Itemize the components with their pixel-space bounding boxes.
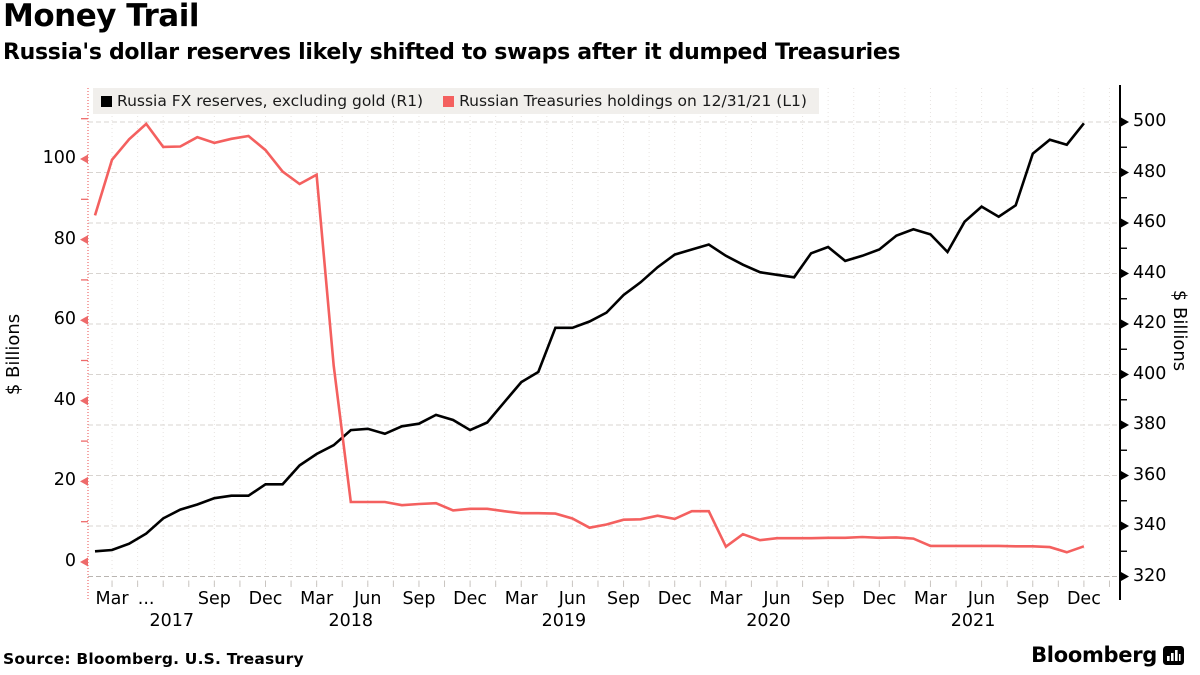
chart-legend: Russia FX reserves, excluding gold (R1) … xyxy=(93,88,819,114)
bloomberg-logo: Bloomberg xyxy=(1031,643,1184,667)
y-axis-tick-label-right: 340 xyxy=(1133,515,1167,535)
y-axis-tick-label-left: 0 xyxy=(64,551,76,571)
y-axis-tick-label-right: 420 xyxy=(1133,313,1167,333)
x-axis-year-label: 2020 xyxy=(746,611,791,631)
y-axis-tick-label-left: 40 xyxy=(53,389,76,410)
x-axis-month-label: Jun xyxy=(354,589,382,609)
bloomberg-wordmark: Bloomberg xyxy=(1031,643,1157,667)
y-axis-tick-label-left: 20 xyxy=(53,470,76,491)
x-axis-month-label: Sep xyxy=(402,589,436,609)
x-axis-year-label: 2017 xyxy=(149,611,194,631)
x-axis-month-label: Sep xyxy=(197,589,231,609)
x-axis-month-label: Dec xyxy=(862,589,897,609)
y-axis-tick-label-left: 80 xyxy=(53,228,76,249)
x-axis-month-label: Dec xyxy=(453,589,488,609)
x-axis-month-label: ... xyxy=(137,589,155,609)
source-credit: Source: Bloomberg. U.S. Treasury xyxy=(3,650,304,668)
legend-item-treasuries: Russian Treasuries holdings on 12/31/21 … xyxy=(443,92,807,110)
x-axis-year-label: 2021 xyxy=(950,611,996,631)
x-axis-year-label: 2018 xyxy=(328,611,374,631)
y-axis-tick-label-right: 500 xyxy=(1133,111,1167,131)
page-title: Money Trail xyxy=(3,0,199,34)
x-axis-month-label: Mar xyxy=(913,589,947,609)
y-axis-tick-label-right: 380 xyxy=(1133,414,1167,434)
x-axis-month-label: Jun xyxy=(763,589,791,609)
y-axis-tick-label-left: 60 xyxy=(53,309,76,330)
x-axis-year-label: 2019 xyxy=(541,611,587,631)
x-axis-month-label: Sep xyxy=(1016,589,1050,609)
x-axis-month-label: Dec xyxy=(1066,589,1101,609)
x-axis-month-label: Dec xyxy=(657,589,692,609)
page-subtitle: Russia's dollar reserves likely shifted … xyxy=(3,40,901,65)
x-axis-month-label: Mar xyxy=(95,589,129,609)
y-axis-tick-label-right: 400 xyxy=(1133,363,1167,384)
x-axis-month-label: Mar xyxy=(300,589,334,609)
legend-label-fx-reserves: Russia FX reserves, excluding gold (R1) xyxy=(117,92,424,110)
x-axis-month-label: Sep xyxy=(607,589,641,609)
x-axis-month-label: Jun xyxy=(967,589,996,609)
x-axis-month-label: Sep xyxy=(811,589,845,609)
x-axis-month-label: Mar xyxy=(504,589,538,609)
x-axis-month-label: Mar xyxy=(709,589,743,609)
legend-label-treasuries: Russian Treasuries holdings on 12/31/21 … xyxy=(459,92,807,110)
y-axis-tick-label-right: 360 xyxy=(1133,464,1167,485)
legend-item-fx-reserves: Russia FX reserves, excluding gold (R1) xyxy=(101,92,423,110)
y-axis-tick-label-left: 100 xyxy=(42,148,76,168)
x-axis-month-label: Jun xyxy=(558,589,587,609)
legend-swatch-red-icon xyxy=(443,95,455,107)
x-axis-month-label: Dec xyxy=(248,589,283,609)
y-axis-tick-label-right: 320 xyxy=(1133,565,1167,586)
right-axis-title: $ Billions xyxy=(1169,289,1191,372)
bloomberg-terminal-icon xyxy=(1163,645,1184,665)
y-axis-tick-label-right: 460 xyxy=(1133,212,1167,232)
y-axis-tick-label-right: 440 xyxy=(1133,262,1167,283)
legend-swatch-black-icon xyxy=(101,95,112,107)
y-axis-tick-label-right: 480 xyxy=(1133,161,1167,182)
